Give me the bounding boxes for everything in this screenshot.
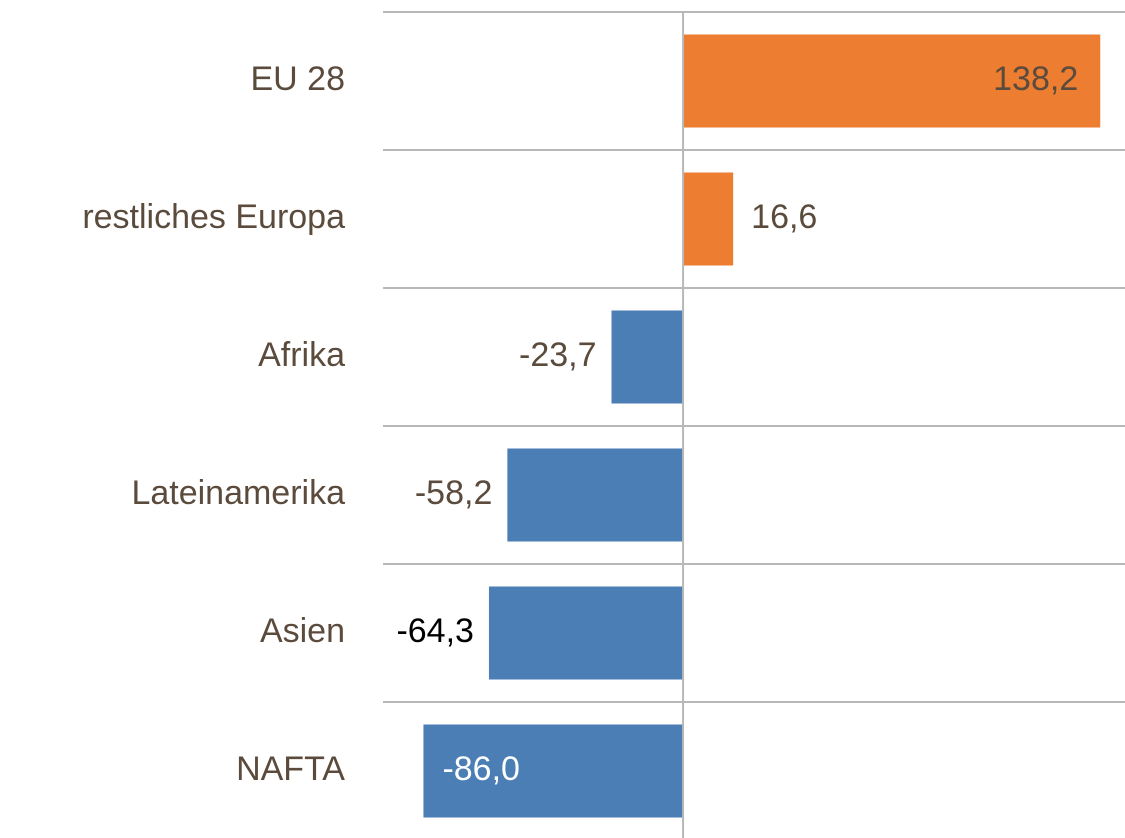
value-label: -58,2 bbox=[415, 474, 493, 512]
bar bbox=[488, 586, 684, 680]
category-label: Asien bbox=[260, 612, 345, 650]
category-label: restliches Europa bbox=[82, 198, 345, 236]
bar bbox=[423, 724, 684, 818]
value-label: 138,2 bbox=[993, 60, 1078, 98]
value-label: 16,6 bbox=[751, 198, 817, 236]
bar bbox=[683, 172, 734, 266]
value-label: -86,0 bbox=[442, 750, 520, 788]
category-label: EU 28 bbox=[251, 60, 346, 98]
bar bbox=[611, 310, 684, 404]
value-label: -23,7 bbox=[519, 336, 597, 374]
bar bbox=[683, 34, 1101, 128]
category-label: NAFTA bbox=[236, 750, 345, 788]
category-label: Afrika bbox=[258, 336, 345, 374]
category-label: Lateinamerika bbox=[131, 474, 345, 512]
value-label: -64,3 bbox=[396, 612, 474, 650]
bar bbox=[507, 448, 684, 542]
